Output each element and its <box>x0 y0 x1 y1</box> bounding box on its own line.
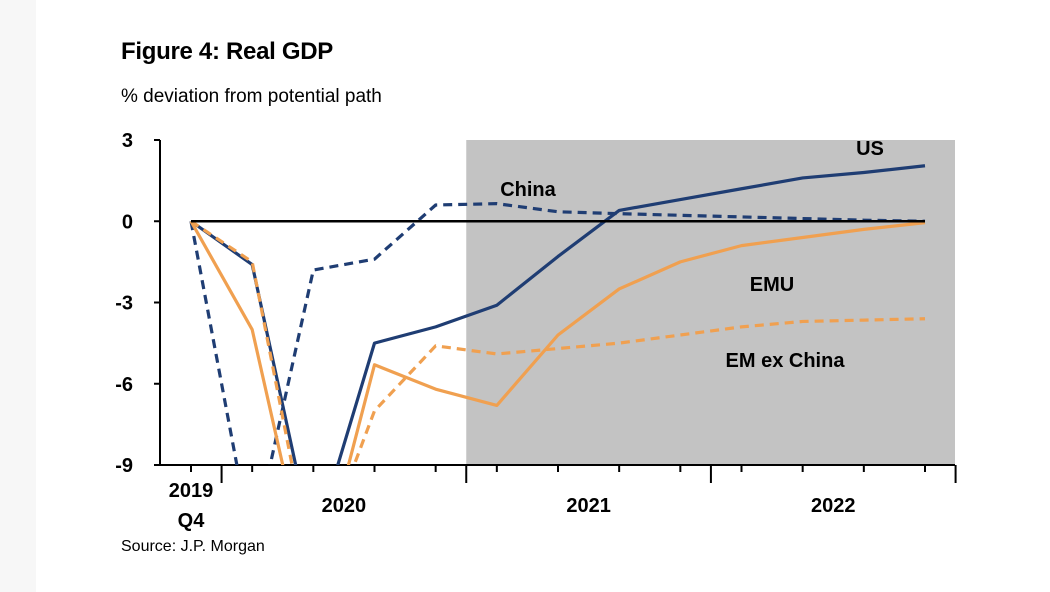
series-lines <box>189 164 926 465</box>
series-line-emu <box>189 220 926 465</box>
y-tick-label: -3 <box>115 293 133 315</box>
series-line-china <box>189 202 926 465</box>
left-margin-band <box>0 0 36 592</box>
chart-subtitle: % deviation from potential path <box>121 86 382 107</box>
x-tick-label: 2021 <box>566 495 611 517</box>
series-label-em-ex-china: EM ex China <box>726 350 846 372</box>
series-label-china: China <box>500 179 556 201</box>
series-labels: US China EMU EM ex China <box>500 138 884 372</box>
y-tick-label: -6 <box>115 374 133 396</box>
x-tick-label: 2019 <box>169 480 214 502</box>
x-tick-label: Q4 <box>178 510 206 532</box>
y-tick-label: 0 <box>122 211 133 233</box>
series-label-us: US <box>856 138 884 160</box>
series-label-emu: EMU <box>750 274 794 296</box>
x-tick-label: 2022 <box>811 495 856 517</box>
axes: 3 0 -3 -6 -9 2019 Q4 2020 2021 2022 <box>115 130 957 532</box>
y-tick-label: -9 <box>115 455 133 477</box>
y-tick-label: 3 <box>122 130 133 152</box>
chart-source: Source: J.P. Morgan <box>121 538 265 555</box>
series-line-em-ex-china <box>190 219 926 465</box>
x-tick-label: 2020 <box>322 495 367 517</box>
series-line-us <box>190 164 926 465</box>
chart-title: Figure 4: Real GDP <box>121 38 333 65</box>
